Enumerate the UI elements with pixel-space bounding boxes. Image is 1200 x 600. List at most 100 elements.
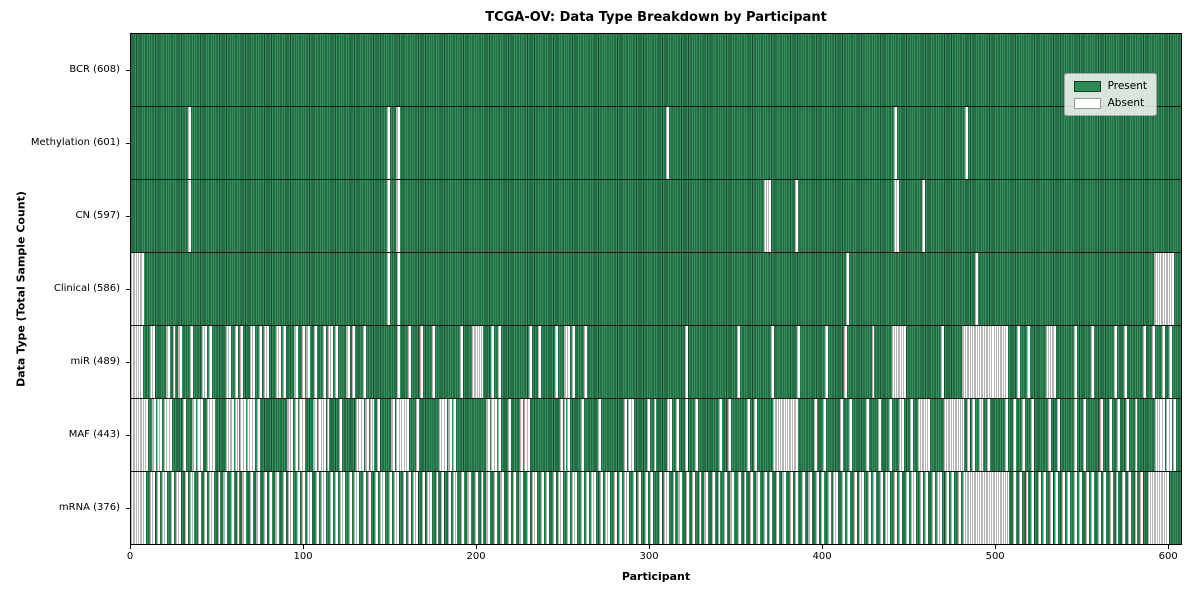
absent-stripe: [1162, 472, 1166, 544]
absent-stripe: [179, 326, 183, 398]
absent-stripe: [265, 326, 269, 398]
absent-stripe: [963, 326, 967, 398]
absent-stripe: [712, 472, 716, 544]
row-band-cn: [131, 179, 1181, 252]
absent-stripe: [644, 472, 648, 544]
absent-stripe: [990, 472, 994, 544]
absent-stripe: [198, 472, 202, 544]
absent-stripe: [868, 472, 871, 544]
absent-stripe: [508, 399, 512, 471]
absent-stripe: [1124, 326, 1128, 398]
absent-stripe: [527, 399, 531, 471]
absent-stripe: [650, 472, 653, 544]
absent-stripe: [895, 326, 899, 398]
absent-stripe: [290, 472, 294, 544]
absent-stripe: [1165, 472, 1169, 544]
absent-stripe: [958, 472, 961, 544]
absent-stripe: [1091, 326, 1095, 398]
absent-stripe: [1004, 472, 1008, 544]
ytick-mark: [126, 508, 130, 510]
absent-stripe: [821, 472, 825, 544]
absent-stripe: [816, 472, 820, 544]
legend-present-label: Present: [1107, 80, 1147, 92]
absent-stripe: [553, 472, 557, 544]
absent-stripe: [283, 472, 287, 544]
absent-stripe: [1018, 472, 1022, 544]
absent-stripe: [897, 326, 901, 398]
absent-stripe: [139, 399, 143, 471]
absent-stripe: [316, 472, 320, 544]
absent-stripe: [165, 399, 169, 471]
absent-stripe: [835, 472, 839, 544]
absent-stripe: [297, 472, 301, 544]
absent-stripe: [1056, 399, 1060, 471]
absent-stripe: [632, 472, 636, 544]
absent-stripe: [920, 399, 923, 471]
absent-stripe: [317, 399, 321, 471]
absent-stripe: [137, 472, 141, 544]
absent-stripe: [143, 472, 147, 544]
absent-stripe: [523, 399, 527, 471]
absent-stripe: [490, 326, 494, 398]
absent-stripe: [416, 399, 420, 471]
absent-stripe: [971, 472, 975, 544]
absent-stripe: [606, 472, 610, 544]
absent-stripe: [1163, 253, 1167, 325]
absent-stripe: [395, 180, 399, 252]
absent-stripe: [158, 399, 162, 471]
absent-stripe: [894, 107, 897, 179]
row-band-mrna: [131, 471, 1181, 544]
absent-stripe: [520, 472, 524, 544]
absent-stripe: [355, 472, 359, 544]
absent-stripe: [406, 399, 410, 471]
absent-stripe: [613, 472, 617, 544]
absent-stripe: [248, 399, 252, 471]
absent-stripe: [987, 399, 991, 471]
xtick-label: 0: [126, 551, 134, 562]
absent-stripe: [137, 253, 141, 325]
absent-stripe: [958, 399, 961, 471]
absent-stripe: [231, 472, 235, 544]
absent-stripe: [387, 253, 390, 325]
absent-stripe: [501, 472, 505, 544]
absent-stripe: [170, 472, 174, 544]
absent-stripe: [541, 472, 544, 544]
absent-stripe: [1030, 472, 1034, 544]
absent-stripe: [407, 326, 411, 398]
absent-stripe: [586, 472, 589, 544]
absent-stripe: [200, 399, 204, 471]
absent-stripe: [537, 326, 541, 398]
absent-stripe: [236, 472, 240, 544]
absent-stripe: [132, 472, 136, 544]
absent-stripe: [381, 472, 385, 544]
absent-stripe: [188, 107, 192, 179]
absent-stripe: [580, 472, 584, 544]
absent-stripe: [944, 399, 948, 471]
absent-stripe: [781, 472, 785, 544]
absent-stripe: [229, 399, 233, 471]
absent-stripe: [293, 326, 297, 398]
xtick-label: 600: [1158, 551, 1178, 562]
absent-stripe: [1162, 399, 1166, 471]
absent-stripe: [921, 399, 925, 471]
absent-stripe: [909, 399, 913, 471]
absent-stripe: [139, 472, 143, 544]
absent-stripe: [236, 399, 240, 471]
absent-stripe: [560, 399, 564, 471]
absent-stripe: [1091, 472, 1095, 544]
absent-stripe: [731, 472, 735, 544]
absent-stripe: [241, 472, 245, 544]
absent-stripe: [980, 326, 984, 398]
absent-stripe: [153, 399, 157, 471]
absent-stripe: [1049, 472, 1053, 544]
absent-stripe: [783, 472, 787, 544]
absent-stripe: [786, 399, 790, 471]
absent-stripe: [567, 399, 570, 471]
absent-stripe: [949, 399, 953, 471]
absent-stripe: [276, 472, 280, 544]
absent-stripe: [1022, 399, 1025, 471]
absent-stripe: [823, 399, 827, 471]
absent-stripe: [592, 472, 596, 544]
absent-stripe: [141, 472, 145, 544]
absent-stripe: [667, 399, 671, 471]
